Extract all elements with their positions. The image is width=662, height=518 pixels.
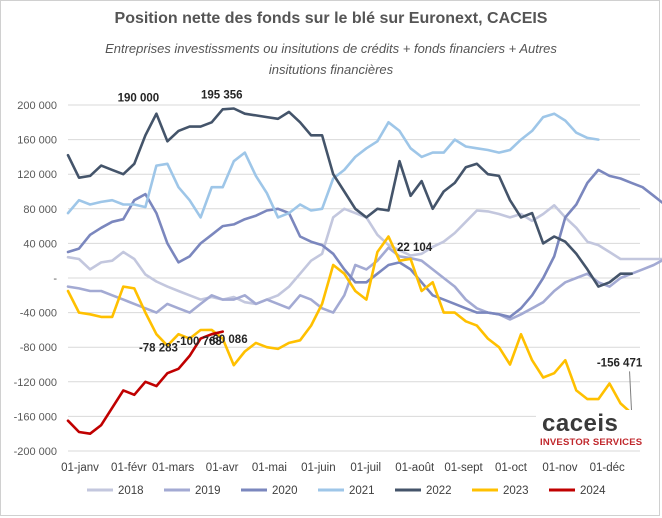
legend-label: 2018 [118, 485, 144, 497]
x-tick-label: 01-août [395, 462, 435, 474]
y-tick-label: 120 000 [17, 169, 57, 181]
x-tick-label: 01-mars [152, 462, 194, 474]
y-tick-label: 200 000 [17, 100, 57, 112]
x-tick-label: 01-juin [301, 462, 336, 474]
x-tick-label: 01-févr [111, 462, 147, 474]
y-tick-label: - [53, 273, 57, 285]
y-tick-label: -160 000 [14, 411, 57, 423]
y-tick-label: -200 000 [14, 446, 57, 458]
series-line-2023 [66, 235, 633, 415]
data-label: 195 356 [201, 89, 243, 101]
x-tick-label: 01-avr [206, 462, 239, 474]
data-label: -78 283 [139, 343, 178, 355]
logo-tagline: INVESTOR SERVICES [540, 437, 643, 448]
x-tick-label: 01-déc [590, 462, 625, 474]
series-lines [66, 107, 662, 436]
series-line-2022 [66, 107, 633, 288]
legend-label: 2023 [503, 485, 529, 497]
series-line-2018 [66, 204, 662, 306]
series-line-2019 [66, 246, 662, 321]
x-tick-label: 01-oct [495, 462, 528, 474]
data-label: 190 000 [118, 93, 160, 105]
x-tick-label: 01-mai [252, 462, 287, 474]
data-label: -60 086 [209, 334, 248, 346]
y-tick-label: 160 000 [17, 135, 57, 147]
data-label: -156 471 [597, 357, 643, 369]
data-label: 22 104 [397, 242, 433, 254]
y-axis-tick-labels: 200 000 160 000 120 000 80 000 40 000 - -40 00… [14, 100, 58, 458]
legend-label: 2020 [272, 485, 298, 497]
caceis-logo: caceis INVESTOR SERVICES [536, 410, 646, 448]
annotation-leader-line [629, 371, 633, 412]
logo-wordmark: caceis [542, 410, 619, 437]
x-axis-tick-labels: 01-janv 01-févr 01-mars 01-avr 01-mai 01-juin… [61, 462, 625, 474]
legend-label: 2024 [580, 485, 606, 497]
x-tick-label: 01-janv [61, 462, 99, 474]
series-line-2021 [66, 112, 600, 219]
data-label: -100 768 [176, 336, 222, 348]
annotation-callouts: 190 000 195 356 22 104 -78 283 -60 086-100 7… [118, 89, 643, 412]
chart-title: Position nette des fonds sur le blé sur … [114, 10, 548, 27]
y-tick-label: -40 000 [20, 308, 57, 320]
x-tick-label: 01-sept [444, 462, 483, 474]
legend-label: 2021 [349, 485, 375, 497]
chart-subtitle: Entreprises investissments ou insitution… [105, 41, 557, 77]
y-tick-label: 80 000 [23, 204, 57, 216]
series-line-2024 [66, 330, 224, 436]
legend: 2018 2019 2020 2021 2022 2023 2024 [87, 485, 606, 497]
legend-label: 2022 [426, 485, 452, 497]
series-line-2020 [66, 168, 662, 319]
legend-label: 2019 [195, 485, 221, 497]
y-tick-label: -120 000 [14, 377, 57, 389]
x-tick-label: 01-juil [350, 462, 381, 474]
y-tick-label: -80 000 [20, 342, 57, 354]
x-tick-label: 01-nov [542, 462, 577, 474]
y-tick-label: 40 000 [23, 238, 57, 250]
